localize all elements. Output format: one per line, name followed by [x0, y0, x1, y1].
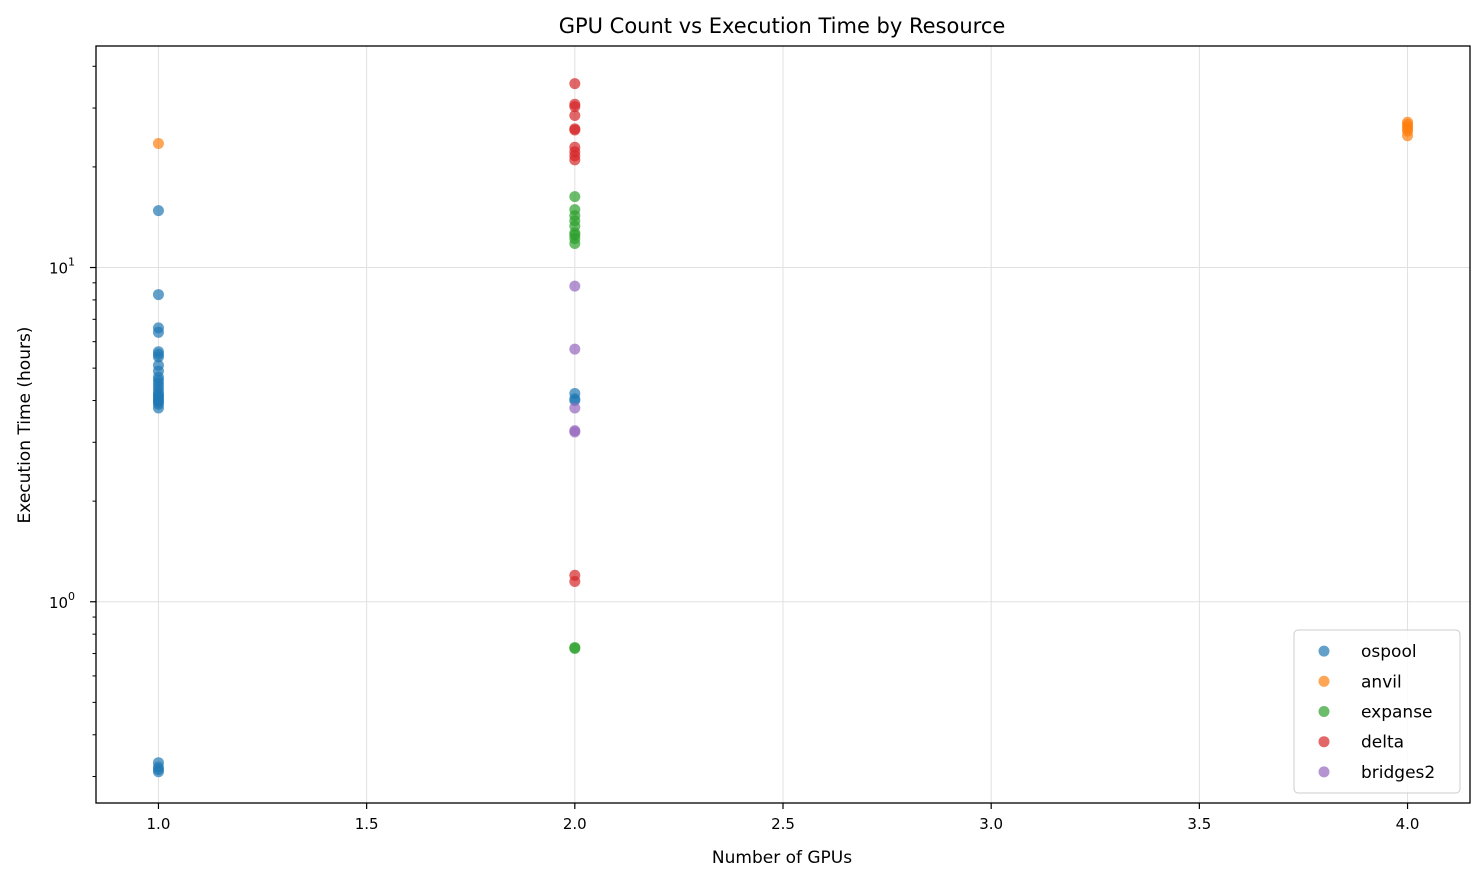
x-tick-label: 3.5	[1187, 815, 1211, 833]
x-tick-label: 2.5	[771, 815, 795, 833]
data-point-delta	[569, 154, 581, 166]
y-tick-label: 101	[49, 256, 75, 278]
data-point-ospool	[152, 351, 164, 363]
data-point-delta	[569, 124, 581, 136]
legend: ospool anvil expanse delta bridges2	[1293, 629, 1461, 794]
points-layer	[152, 78, 1414, 778]
data-point-expanse	[569, 642, 581, 654]
legend-box	[1293, 629, 1461, 794]
legend-marker-delta	[1318, 736, 1330, 748]
legend-marker-bridges2	[1318, 766, 1330, 778]
legend-marker-ospool	[1318, 645, 1330, 657]
chart-title: GPU Count vs Execution Time by Resource	[559, 14, 1006, 38]
data-point-expanse	[569, 237, 581, 249]
data-point-ospool	[152, 205, 164, 217]
x-axis-label: Number of GPUs	[712, 848, 852, 868]
data-point-ospool	[152, 402, 164, 414]
data-point-delta	[569, 101, 581, 113]
x-tick-label: 3.0	[979, 815, 1003, 833]
x-tick-label: 2.0	[563, 815, 587, 833]
y-tick-label: 100	[49, 590, 75, 612]
legend-label-expanse: expanse	[1361, 703, 1433, 723]
x-tick-label: 4.0	[1396, 815, 1420, 833]
data-point-expanse	[569, 191, 581, 203]
data-point-bridges2	[569, 426, 581, 438]
data-point-delta	[569, 78, 581, 90]
data-point-ospool	[152, 766, 164, 778]
data-point-bridges2	[569, 402, 581, 414]
legend-label-ospool: ospool	[1361, 642, 1417, 662]
legend-marker-anvil	[1318, 675, 1330, 687]
data-point-anvil	[1402, 130, 1414, 142]
data-point-bridges2	[569, 280, 581, 292]
x-tick-label: 1.5	[355, 815, 379, 833]
axis-layer: 1.0 1.5 2.0 2.5 3.0 3.5 4.0 100 101	[49, 65, 1420, 833]
y-axis-label: Execution Time (hours)	[15, 327, 35, 524]
data-point-ospool	[152, 326, 164, 338]
data-point-ospool	[152, 289, 164, 301]
x-tick-label: 1.0	[147, 815, 171, 833]
legend-label-delta: delta	[1361, 733, 1404, 753]
data-point-anvil	[152, 137, 164, 149]
grid-layer	[96, 46, 1470, 803]
legend-label-anvil: anvil	[1361, 672, 1402, 692]
legend-label-bridges2: bridges2	[1361, 763, 1435, 783]
data-point-bridges2	[569, 343, 581, 355]
data-point-delta	[569, 575, 581, 587]
data-point-delta	[569, 109, 581, 121]
legend-marker-expanse	[1318, 706, 1330, 717]
